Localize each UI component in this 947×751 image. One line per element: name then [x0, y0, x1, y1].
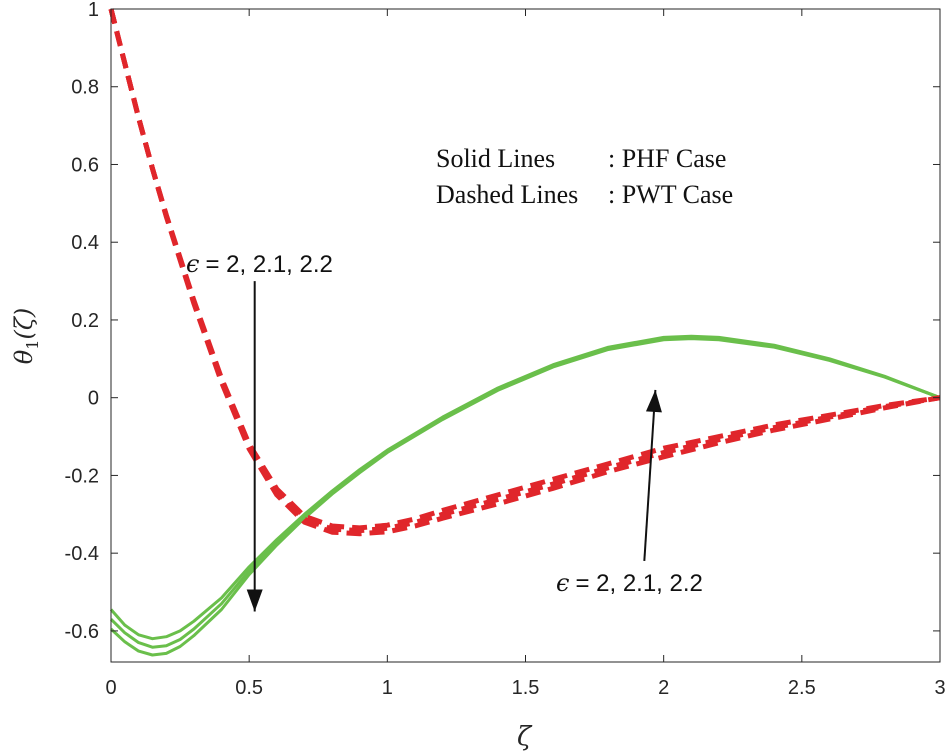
x-tick-label: 2: [658, 677, 669, 699]
y-axis-label: θ1(ζ): [10, 308, 42, 364]
y-axis-label-main: θ: [10, 349, 38, 364]
upper-annotation-text: ϵ = 2, 2.1, 2.2: [186, 250, 333, 278]
legend-solid-label: Solid Lines: [436, 144, 555, 173]
x-tick-label: 0: [105, 677, 116, 699]
y-tick-label: 0: [88, 388, 99, 410]
upper-annotation-values: = 2, 2.1, 2.2: [205, 251, 332, 278]
y-tick-label: 0.4: [71, 232, 99, 254]
pwt-line-2: [108, 8, 941, 537]
y-tick-label: 0.8: [71, 77, 99, 99]
y-axis-label-sub: 1: [23, 340, 42, 350]
x-tick-label: 2.5: [788, 677, 816, 699]
ticks-layer: 0 0.5 1 1.5 2 2.5 3 -0.6 -0.4 -0.2 0 0.2 0.4 0.6 0.8 1: [65, 0, 946, 699]
y-tick-label: 1: [88, 0, 99, 21]
legend-dashed-label: Dashed Lines: [436, 180, 578, 209]
y-tick-label: -0.4: [65, 543, 99, 565]
lower-annotation-text: ϵ = 2, 2.1, 2.2: [556, 569, 703, 597]
x-tick-label: 0.5: [235, 677, 263, 699]
y-axis-label-arg: (ζ): [10, 308, 38, 340]
series-layer: [108, 8, 941, 657]
y-tick-label: 0.2: [71, 310, 99, 332]
annotation-arrows: [246, 281, 662, 612]
x-tick-label: 1.5: [512, 677, 540, 699]
legend-dashed-case: : PWT Case: [608, 180, 733, 209]
y-tick-label: -0.6: [65, 621, 99, 643]
x-tick-label: 3: [934, 677, 945, 699]
x-axis-label: ζ: [517, 722, 533, 751]
pwt-line-1: [108, 8, 941, 534]
upper-annotation-epsilon: ϵ: [186, 250, 199, 278]
lower-annotation-epsilon: ϵ: [556, 569, 569, 597]
y-tick-label: -0.2: [65, 465, 99, 487]
lower-arrow-head: [645, 389, 662, 413]
phf-line-2: [109, 337, 941, 657]
lower-arrow-shaft: [643, 389, 657, 562]
upper-arrow-head: [246, 589, 263, 612]
x-tick-label: 1: [382, 677, 393, 699]
legend-solid-case: : PHF Case: [608, 144, 726, 173]
y-tick-label: 0.6: [71, 154, 99, 176]
lower-annotation-values: = 2, 2.1, 2.2: [575, 570, 702, 597]
